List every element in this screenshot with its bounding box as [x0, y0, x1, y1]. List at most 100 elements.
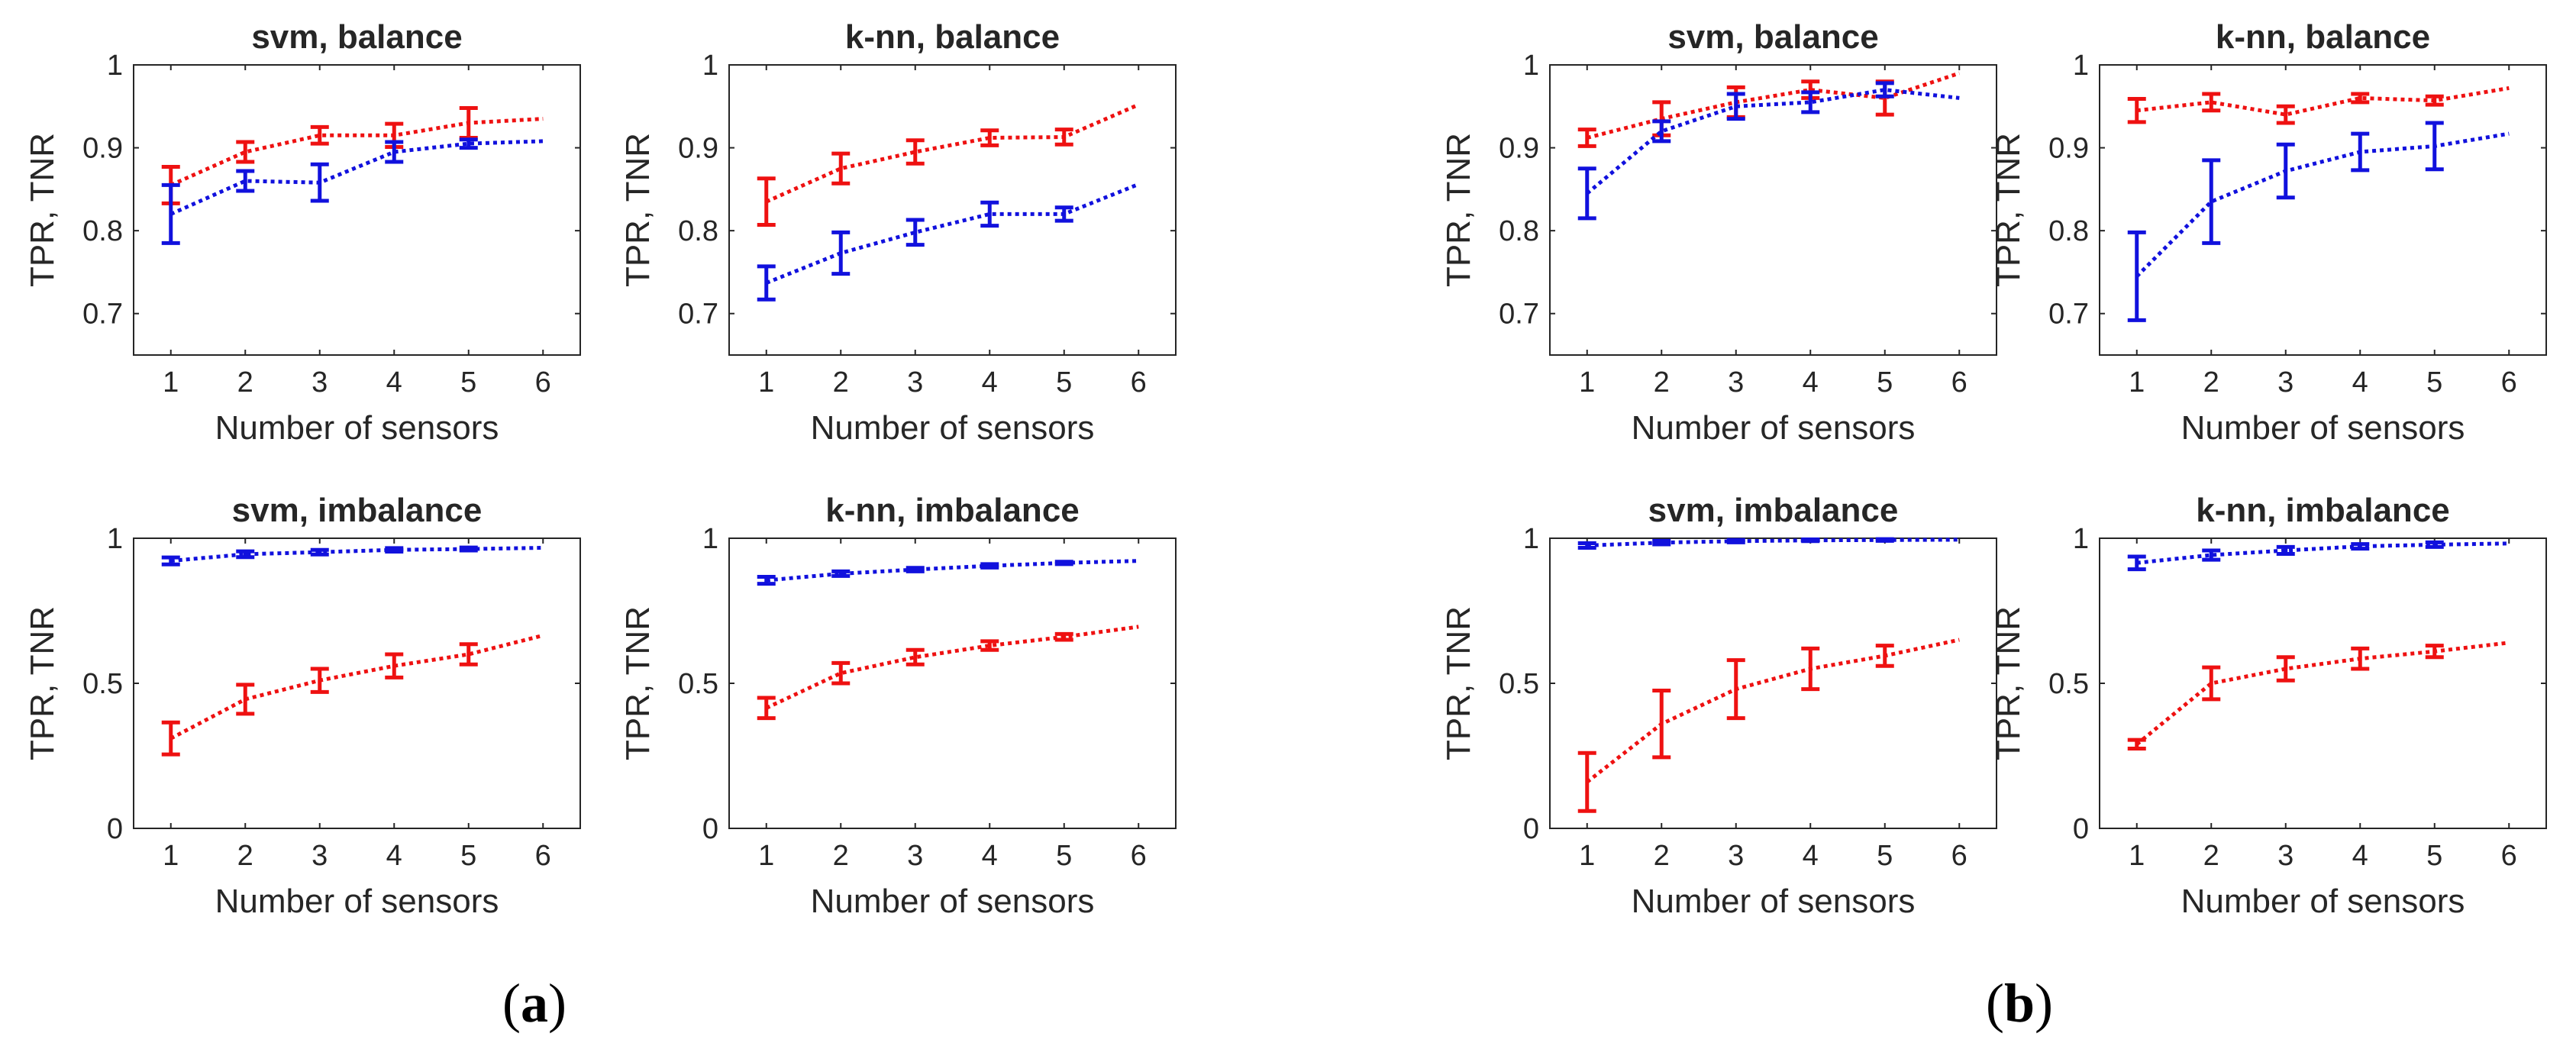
x-tick-label: 3 — [907, 366, 923, 399]
error-bar-tnr — [2127, 554, 2146, 572]
series-line-tpr — [765, 102, 1140, 204]
y-axis-label: TPR, TNR — [619, 606, 657, 760]
error-bar-tnr — [2202, 158, 2221, 245]
error-bar-tnr — [757, 575, 776, 586]
chart-3: svm, balance 1 2 3 4 5 6 0.7 0.8 0.9 1 Number of se… — [1440, 18, 1997, 447]
y-tick-label: 0.7 — [1499, 299, 1539, 331]
y-axis-label: TPR, TNR — [1990, 133, 2027, 287]
chart-title: k-nn, balance — [845, 18, 1060, 56]
plot-frame — [133, 537, 581, 829]
x-tick-label: 4 — [2352, 840, 2368, 872]
x-tick-label: 3 — [907, 840, 923, 872]
error-bar-tnr — [2202, 548, 2221, 562]
error-bar-tpr — [2425, 644, 2444, 660]
error-bar-tpr — [310, 667, 329, 694]
error-bar-tnr — [459, 545, 478, 553]
error-bar-tpr — [2202, 665, 2221, 702]
plot-frame — [728, 64, 1177, 356]
error-bar-tnr — [1726, 537, 1745, 544]
x-axis-label: Number of sensors — [1632, 409, 1916, 447]
y-axis-label: TPR, TNR — [1440, 606, 1477, 760]
chart-4: k-nn, balance 1 2 3 4 5 6 0.7 0.8 0.9 1 Number of s… — [1990, 18, 2547, 447]
chart-5: svm, imbalance 1 2 3 4 5 6 0 0.5 1 Number of senso… — [24, 492, 581, 920]
error-bar-tnr — [980, 200, 999, 228]
error-bar-tnr — [310, 162, 329, 203]
error-bar-tnr — [2351, 131, 2370, 173]
error-bar-tpr — [2127, 738, 2146, 751]
x-tick-label: 1 — [163, 366, 179, 399]
x-tick-label: 2 — [833, 366, 849, 399]
y-tick-label: 0.5 — [678, 668, 718, 700]
series-line-tnr — [765, 182, 1140, 285]
x-tick-label: 6 — [1951, 840, 1968, 872]
y-tick-label: 0 — [107, 813, 123, 845]
error-bar-tnr — [1054, 560, 1073, 567]
x-tick-label: 3 — [1728, 366, 1744, 399]
error-bar-tnr — [1875, 81, 1894, 98]
x-axis-label: Number of sensors — [1632, 883, 1916, 920]
plot-frame — [1549, 64, 1997, 356]
x-tick-label: 2 — [833, 840, 849, 872]
error-bar-tnr — [1726, 92, 1745, 121]
x-axis-label: Number of sensors — [215, 883, 499, 920]
y-tick-label: 0.8 — [82, 215, 123, 247]
error-bar-tnr — [2425, 121, 2444, 172]
error-bar-tpr — [236, 683, 255, 716]
chart-title: k-nn, imbalance — [825, 492, 1080, 529]
error-bar-tnr — [980, 562, 999, 570]
error-bar-tpr — [905, 647, 925, 667]
error-bar-tpr — [757, 176, 776, 228]
series-line-tnr — [2136, 541, 2510, 565]
y-tick-label: 0.9 — [2048, 133, 2089, 165]
y-axis-label: TPR, TNR — [1440, 133, 1477, 287]
chart-1: svm, balance 1 2 3 4 5 6 0.7 0.8 0.9 1 Number of se… — [24, 18, 581, 447]
plot-frame — [728, 537, 1177, 829]
plot-frame — [1549, 537, 1997, 829]
error-bar-tpr — [757, 696, 776, 721]
series-line-tnr — [1587, 537, 1960, 547]
error-bar-tnr — [236, 549, 255, 560]
error-bar-tnr — [1577, 541, 1596, 550]
error-bar-tnr — [1054, 205, 1073, 223]
y-tick-label: 0.8 — [2048, 215, 2089, 247]
x-tick-label: 1 — [2129, 366, 2145, 399]
y-axis-label: TPR, TNR — [24, 606, 61, 760]
x-tick-label: 4 — [386, 366, 402, 399]
error-bar-tnr — [1875, 537, 1894, 543]
plot-frame — [133, 64, 581, 356]
y-tick-label: 0.7 — [2048, 299, 2089, 331]
y-tick-label: 0.8 — [678, 215, 718, 247]
error-bar-tpr — [980, 128, 999, 147]
error-bar-tnr — [1801, 90, 1820, 115]
y-tick-label: 0.9 — [82, 133, 123, 165]
x-tick-label: 3 — [1728, 840, 1744, 872]
x-tick-label: 4 — [1803, 840, 1819, 872]
error-bar-tnr — [385, 140, 404, 164]
error-bar-tpr — [2276, 104, 2295, 125]
x-tick-label: 6 — [535, 840, 551, 872]
error-bar-tpr — [236, 140, 255, 164]
x-tick-label: 6 — [2501, 366, 2517, 399]
x-tick-label: 6 — [2501, 840, 2517, 872]
x-tick-label: 5 — [2426, 840, 2442, 872]
y-tick-label: 0.5 — [82, 668, 123, 700]
panel-label-b: (b) — [1986, 973, 2053, 1034]
x-tick-label: 1 — [1579, 366, 1595, 399]
x-tick-label: 2 — [237, 366, 253, 399]
chart-title: svm, balance — [1667, 18, 1878, 56]
error-bar-tnr — [2425, 540, 2444, 549]
series-line-tnr — [766, 559, 1139, 583]
error-bar-tnr — [2351, 542, 2370, 551]
series-line-tpr — [2135, 641, 2510, 746]
error-bar-tpr — [1801, 646, 1820, 692]
x-tick-label: 2 — [1654, 366, 1670, 399]
error-bar-tpr — [1652, 689, 1671, 760]
chart-title: svm, balance — [251, 18, 462, 56]
x-tick-label: 2 — [1654, 840, 1670, 872]
x-tick-label: 5 — [1877, 366, 1893, 399]
error-bar-tpr — [2127, 97, 2146, 124]
error-bar-tpr — [905, 138, 925, 166]
x-tick-label: 1 — [163, 840, 179, 872]
error-bar-tnr — [905, 218, 925, 247]
x-tick-label: 6 — [1131, 366, 1147, 399]
